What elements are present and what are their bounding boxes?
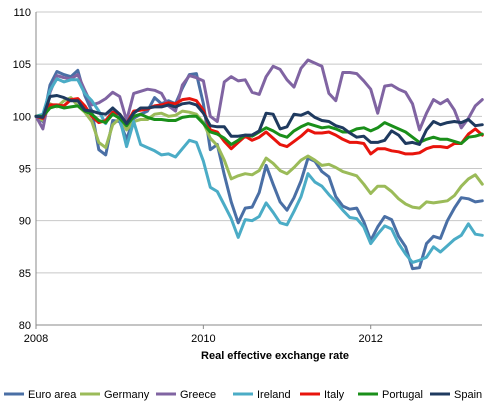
legend-label-portugal: Portugal	[382, 389, 423, 401]
legend-label-euro-area: Euro area	[28, 389, 77, 401]
legend-label-ireland: Ireland	[257, 389, 291, 401]
x-tick-label: 2008	[24, 333, 48, 345]
x-tick-label: 2010	[191, 333, 215, 345]
y-tick-label: 90	[19, 216, 31, 228]
series-lines	[34, 58, 484, 271]
series-line-germany	[34, 96, 484, 210]
x-tick-label: 2012	[358, 333, 382, 345]
legend-label-greece: Greece	[180, 389, 216, 401]
series-line-greece	[34, 58, 484, 132]
x-axis-tick-labels: 2008 2010 2012	[24, 325, 383, 345]
legend: Euro area Germany Greece Ireland Italy Portug…	[4, 389, 482, 401]
y-tick-label: 85	[19, 268, 31, 280]
y-tick-label: 100	[13, 111, 31, 123]
legend-label-italy: Italy	[324, 389, 345, 401]
legend-label-germany: Germany	[104, 389, 150, 401]
x-axis-label: Real effective exchange rate	[201, 350, 349, 362]
y-tick-label: 95	[19, 164, 31, 176]
y-axis-tick-labels: 80 85 90 95 100 105 110	[13, 7, 31, 332]
y-tick-label: 80	[19, 320, 31, 332]
legend-label-spain: Spain	[454, 389, 482, 401]
y-tick-label: 110	[13, 7, 31, 19]
series-line-spain	[34, 94, 484, 146]
axes	[35, 12, 482, 326]
y-tick-label: 105	[13, 59, 31, 71]
